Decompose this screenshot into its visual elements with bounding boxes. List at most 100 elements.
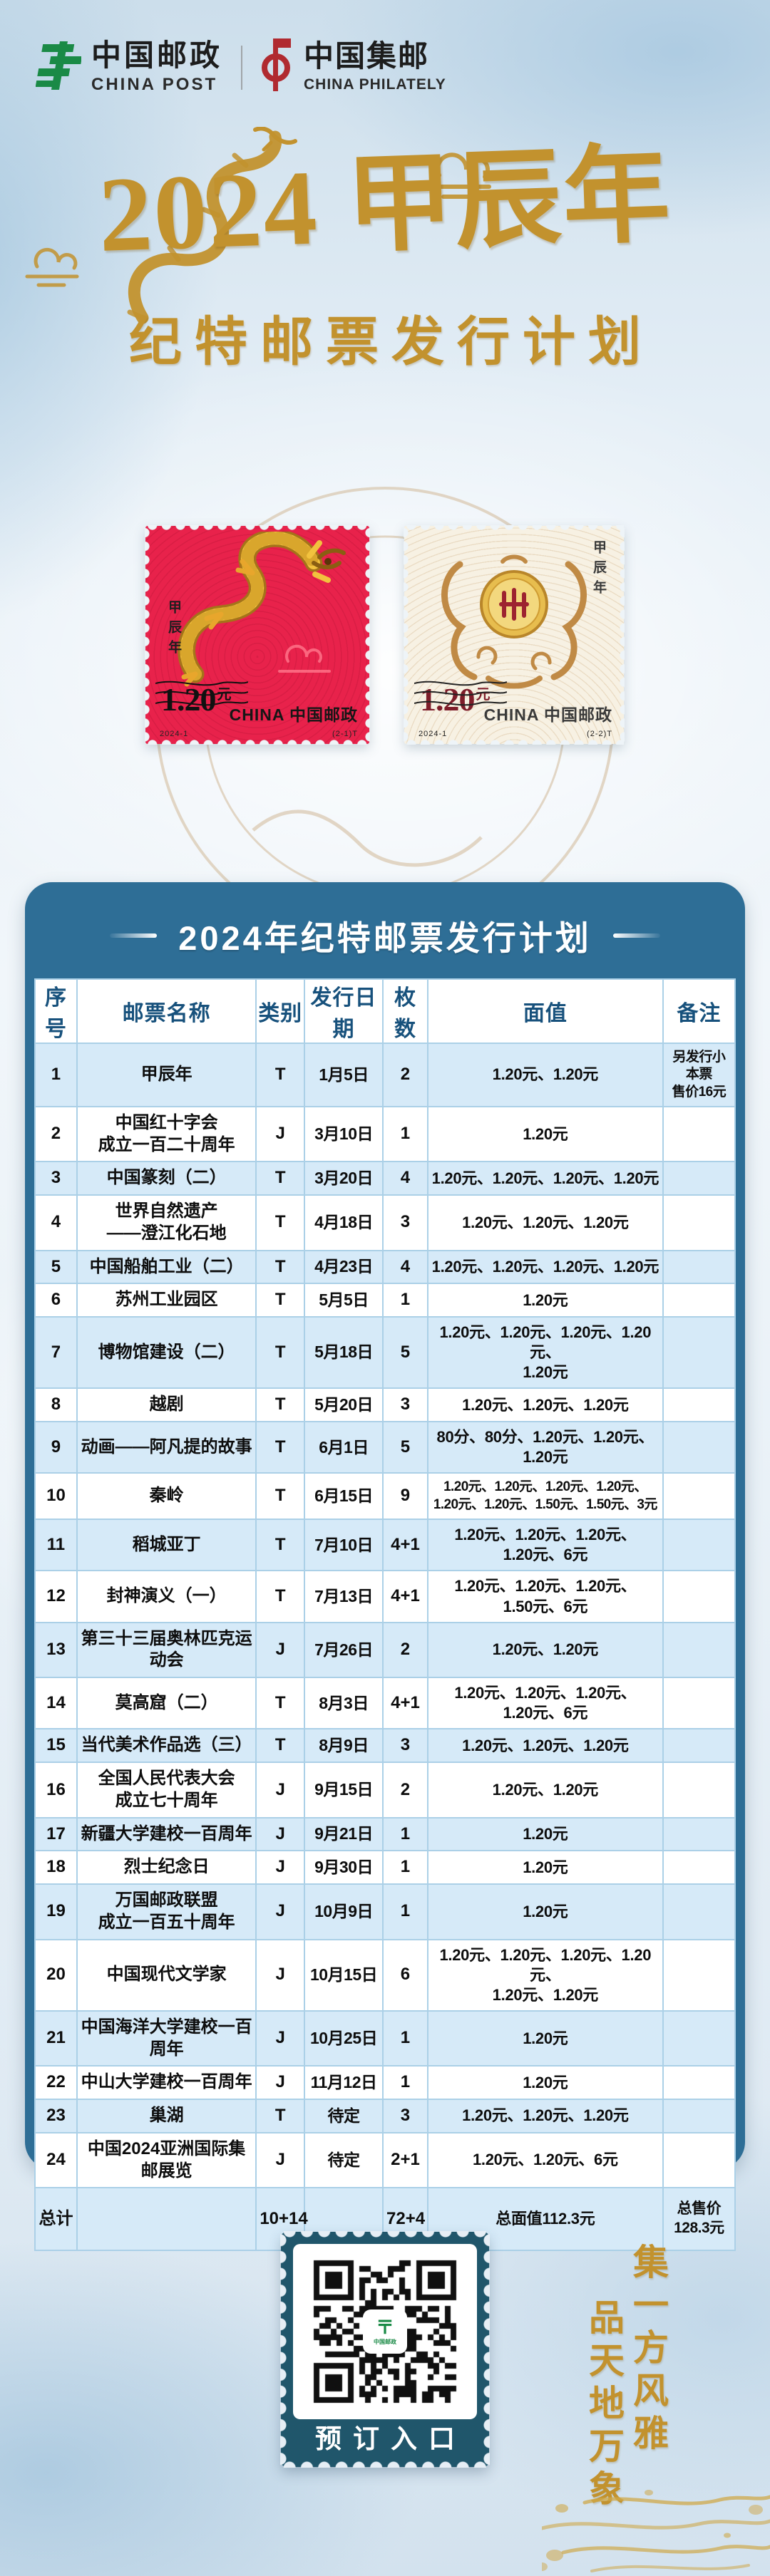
cell-value: 1.20元、1.20元 [426, 1043, 664, 1107]
stamp-denomination: 1.20 元 [420, 681, 491, 718]
cell-seq: 4 [34, 1194, 78, 1251]
china-philately-brand-text: 中国集邮 CHINA PHILATELY [304, 41, 446, 93]
table-row: 15 当代美术作品选（三） T 8月9日 3 1.20元、1.20元、1.20元 [34, 1728, 736, 1764]
china-post-en: CHINA POST [91, 74, 218, 94]
cell-value: 1.20元 [426, 1850, 664, 1886]
cell-date: 10月15日 [304, 1938, 384, 2012]
cell-value: 1.20元、1.20元、1.20元、1.20元、 1.20元、1.20元、1.5… [426, 1472, 664, 1521]
booking-qr-stamp[interactable]: 〒 中国邮政 预订入口 [280, 2231, 490, 2468]
cell-type: T [255, 1194, 306, 1251]
cell-note [662, 1105, 736, 1163]
cell-seq: 5 [34, 1249, 78, 1285]
stamp-denomination: 1.20 元 [161, 681, 232, 718]
stamp-serial-code: (2-1)T [332, 730, 358, 738]
cell-note [662, 1621, 736, 1679]
cell-value: 1.20元 [426, 1283, 664, 1318]
cell-name: 全国人民代表大会 成立七十周年 [76, 1762, 257, 1819]
cell-seq: 19 [34, 1883, 78, 1940]
cloud-icon [20, 235, 91, 296]
cell-seq: 6 [34, 1283, 78, 1318]
cell-note [662, 2065, 736, 2101]
cell-name: 封神演义（一） [76, 1570, 257, 1623]
cell-date: 7月10日 [304, 1519, 384, 1572]
stamp-issue-code: 2024-1 [160, 730, 189, 738]
col-note: 备注 [662, 978, 736, 1044]
cell-date: 6月1日 [304, 1421, 384, 1474]
table-row: 7 博物馆建设（二） T 5月18日 5 1.20元、1.20元、1.20元、1… [34, 1315, 736, 1390]
cell-type: T [255, 1677, 306, 1730]
table-row: 18 烈士纪念日 J 9月30日 1 1.20元 [34, 1850, 736, 1886]
cancel-lines-icon [155, 676, 249, 715]
cell-seq: 9 [34, 1421, 78, 1474]
cell-seq: 10 [34, 1472, 78, 1521]
col-value: 面值 [426, 978, 664, 1044]
cell-seq: 7 [34, 1315, 78, 1390]
cell-value: 1.20元、1.20元、1.20元、1.20元 [426, 1249, 664, 1285]
cell-value: 1.20元、1.20元 [426, 1621, 664, 1679]
cell-seq: 8 [34, 1387, 78, 1423]
cell-name: 万国邮政联盟 成立一百五十周年 [76, 1883, 257, 1940]
cell-value: 1.20元、1.20元、1.20元、 1.50元、6元 [426, 1570, 664, 1623]
perforation-edge [281, 2458, 489, 2468]
cell-count: 3 [382, 2099, 428, 2133]
col-count: 枚数 [382, 978, 428, 1044]
cell-seq: 23 [34, 2099, 78, 2133]
china-post-cn: 中国邮政 [91, 38, 223, 73]
stamp-medallion-art-icon [417, 536, 611, 703]
cell-type: J [255, 1762, 306, 1819]
table-row: 3 中国篆刻（二） T 3月20日 4 1.20元、1.20元、1.20元、1.… [34, 1161, 736, 1196]
cell-count: 1 [382, 2009, 428, 2067]
cell-name: 第三十三届奥林匹克运动会 [76, 1621, 257, 1679]
table-row: 14 莫高窟（二） T 8月3日 4+1 1.20元、1.20元、1.20元、 … [34, 1677, 736, 1730]
cell-count: 9 [382, 1472, 428, 1521]
cell-name: 当代美术作品选（三） [76, 1728, 257, 1764]
cell-total-note: 总售价 128.3元 [662, 2187, 736, 2252]
stamp-ornament: 甲辰年 1.20 元 CHINA 中国邮政 2024-1 (2-2)T [404, 525, 625, 745]
cell-note [662, 1570, 736, 1623]
schedule-panel: 2024年纪特邮票发行计划 序号 邮票名称 类别 发行日期 枚数 面值 备注 1 [25, 882, 745, 2252]
stamp-year-mark: 甲辰年 [166, 600, 181, 660]
china-philately-brand: 中国集邮 CHINA PHILATELY [261, 37, 446, 98]
cell-name: 莫高窟（二） [76, 1677, 257, 1730]
table-header-row: 序号 邮票名称 类别 发行日期 枚数 面值 备注 [34, 978, 736, 1044]
cell-value: 1.20元、1.20元、6元 [426, 2131, 664, 2189]
cell-seq: 11 [34, 1519, 78, 1572]
title-dash-left [110, 933, 158, 938]
cell-date: 待定 [304, 2099, 384, 2133]
china-post-brand: 中国邮政 CHINA POST [35, 37, 223, 98]
cell-type: J [255, 1621, 306, 1679]
cell-value: 1.20元、1.20元 [426, 1762, 664, 1819]
cell-seq: 12 [34, 1570, 78, 1623]
stamp-dragon-body: 甲辰年 1.20 元 CHINA 中国邮政 2024-1 (2-1)T [145, 526, 369, 744]
china-philately-cn: 中国集邮 [304, 41, 430, 74]
stamp-dragon-art-icon [167, 529, 352, 699]
cell-note [662, 1677, 736, 1730]
china-philately-en: CHINA PHILATELY [304, 76, 446, 93]
table-row: 16 全国人民代表大会 成立七十周年 J 9月15日 2 1.20元、1.20元 [34, 1762, 736, 1819]
cell-name: 烈士纪念日 [76, 1850, 257, 1886]
table-row: 2 中国红十字会 成立一百二十周年 J 3月10日 1 1.20元 [34, 1105, 736, 1163]
cell-name: 稻城亚丁 [76, 1519, 257, 1572]
cell-note [662, 1728, 736, 1764]
title-dash-right [612, 933, 660, 938]
table-row: 11 稻城亚丁 T 7月10日 4+1 1.20元、1.20元、1.20元、 1… [34, 1519, 736, 1572]
cell-type: T [255, 1728, 306, 1764]
cell-seq: 14 [34, 1677, 78, 1730]
cell-count: 2 [382, 1043, 428, 1107]
cell-count: 4 [382, 1249, 428, 1285]
table-row: 21 中国海洋大学建校一百周年 J 10月25日 1 1.20元 [34, 2009, 736, 2067]
stamp-serial-code: (2-2)T [587, 730, 612, 738]
cell-note [662, 1519, 736, 1572]
cell-value: 1.20元、1.20元、1.20元、1.20元、 1.20元、1.20元 [426, 1938, 664, 2012]
cell-seq: 18 [34, 1850, 78, 1886]
stamp-year-mark: 甲辰年 [591, 540, 606, 600]
cell-seq: 17 [34, 1816, 78, 1852]
cell-seq: 24 [34, 2131, 78, 2189]
cell-type: J [255, 1850, 306, 1886]
panel-title-row: 2024年纪特邮票发行计划 [25, 882, 745, 960]
table-row: 10 秦岭 T 6月15日 9 1.20元、1.20元、1.20元、1.20元、… [34, 1472, 736, 1521]
cell-count: 5 [382, 1315, 428, 1390]
cell-name: 中国红十字会 成立一百二十周年 [76, 1105, 257, 1163]
cell-count: 1 [382, 1816, 428, 1852]
stamp-cloud-swirl-icon [274, 633, 352, 693]
